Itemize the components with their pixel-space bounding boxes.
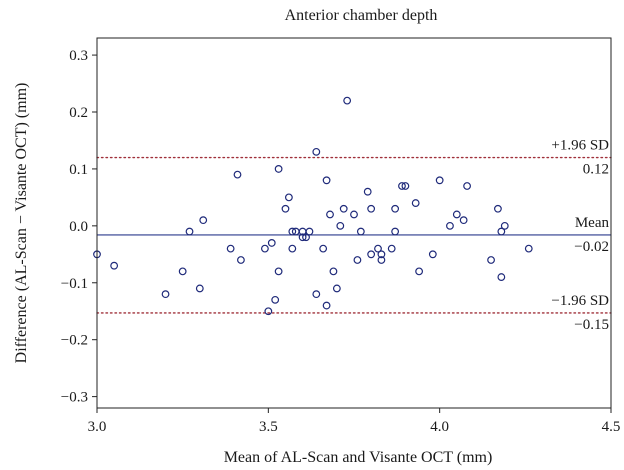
data-point [274, 267, 283, 276]
data-point [494, 204, 502, 213]
x-tick-label: 4.0 [430, 419, 449, 435]
y-tick-label: 0.0 [69, 219, 88, 235]
data-point [497, 273, 506, 281]
data-point [271, 295, 280, 304]
data-point [302, 233, 310, 242]
data-point [377, 250, 386, 259]
mean-line-value: −0.02 [574, 239, 609, 255]
data-point [322, 301, 331, 310]
data-point [237, 256, 245, 264]
data-point [339, 204, 348, 213]
data-point [336, 221, 345, 230]
upper-sd-line-value: 0.12 [583, 162, 609, 178]
data-point [312, 147, 321, 156]
data-point [343, 96, 352, 105]
data-point [500, 221, 509, 230]
data-point [377, 256, 386, 264]
x-axis-title: Mean of AL-Scan and Visante OCT (mm) [224, 449, 493, 466]
data-point [332, 284, 341, 293]
y-tick-label: 0.2 [69, 105, 88, 121]
plot-frame [96, 37, 612, 409]
y-tick-label: −0.3 [61, 390, 88, 406]
data-point [463, 182, 471, 190]
data-point [267, 239, 276, 247]
data-point [298, 233, 307, 242]
data-point [195, 284, 204, 293]
data-point [350, 210, 358, 219]
data-point [264, 307, 273, 316]
data-point [435, 176, 444, 185]
data-point [199, 216, 208, 225]
y-axis-title: Difference (AL-Scan − Visante OCT) (mm) [13, 83, 30, 364]
data-point [288, 244, 297, 253]
data-point [353, 256, 362, 264]
data-point [497, 227, 506, 236]
data-point [363, 187, 372, 196]
data-point [233, 170, 242, 179]
x-tick-label: 3.0 [88, 419, 107, 435]
data-point [398, 182, 406, 190]
data-point [446, 221, 454, 230]
data-point [274, 165, 283, 173]
data-point [185, 227, 194, 236]
data-point [161, 290, 170, 299]
data-point [401, 182, 410, 190]
x-tick-label: 3.5 [259, 419, 278, 435]
data-point [329, 267, 338, 276]
y-axis-ticks: 0.3 0.2 0.1 0.0 −0.1 −0.2 −0.3 [61, 48, 97, 406]
data-point [322, 176, 331, 185]
data-point [459, 216, 468, 225]
data-points [93, 96, 533, 316]
y-tick-label: −0.2 [61, 333, 88, 349]
chart-title: Anterior chamber depth [285, 7, 438, 24]
data-point [319, 244, 328, 253]
data-point [226, 244, 235, 253]
y-tick-label: −0.1 [61, 276, 88, 292]
data-point [391, 204, 400, 213]
data-point [312, 290, 321, 299]
x-tick-label: 4.5 [602, 419, 621, 435]
data-point [452, 210, 461, 219]
data-point [374, 244, 382, 253]
data-point [387, 244, 396, 253]
lower-sd-line-label: −1.96 SD [551, 293, 609, 309]
data-point [524, 244, 533, 253]
data-point [326, 210, 334, 219]
data-point [367, 250, 376, 259]
data-point [284, 193, 293, 202]
reference-lines [96, 156, 612, 314]
x-axis-ticks: 3.0 3.5 4.0 4.5 [88, 408, 621, 435]
data-point [411, 199, 420, 207]
data-point [288, 227, 297, 236]
data-point [261, 244, 269, 253]
data-point [178, 267, 187, 276]
lower-sd-line-value: −0.15 [574, 317, 609, 333]
reference-annotations: +1.96 SD 0.12 Mean −0.02 −1.96 SD −0.15 [551, 138, 609, 333]
data-point [281, 204, 290, 213]
data-point [428, 250, 437, 259]
y-tick-label: 0.3 [69, 48, 88, 64]
y-tick-label: 0.1 [69, 162, 88, 178]
data-point [305, 227, 314, 236]
data-point [391, 227, 400, 236]
data-point [356, 227, 365, 236]
upper-sd-line-label: +1.96 SD [551, 138, 609, 154]
data-point [487, 256, 495, 264]
data-point [367, 204, 376, 213]
mean-line-label: Mean [575, 215, 610, 231]
data-point [415, 267, 424, 276]
data-point [110, 261, 119, 270]
